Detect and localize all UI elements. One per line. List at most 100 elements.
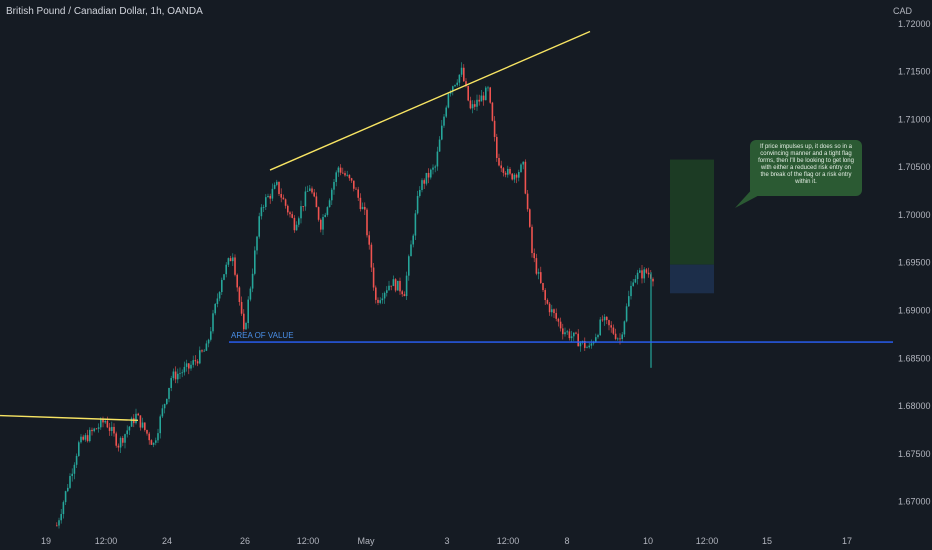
candle-body — [588, 345, 590, 348]
candle-body — [225, 264, 227, 275]
candle-body — [498, 157, 500, 166]
x-tick-label: 26 — [240, 536, 250, 546]
candle-body — [595, 337, 597, 343]
candle-body — [405, 275, 408, 297]
area-of-value-label: AREA OF VALUE — [231, 331, 294, 340]
candle-body — [269, 195, 271, 199]
candle-body — [141, 422, 144, 428]
candle-body — [249, 288, 252, 300]
candle-body — [423, 180, 425, 184]
candle-body — [137, 413, 139, 416]
candle-body — [379, 300, 381, 303]
candle-body — [172, 371, 175, 379]
candle-body — [152, 442, 155, 445]
candle-body — [161, 408, 164, 417]
candle-body — [443, 116, 445, 126]
candle-body — [221, 279, 223, 293]
candle-body — [278, 181, 280, 195]
candle-body — [381, 298, 384, 301]
candle-body — [144, 422, 146, 430]
candle-body — [324, 214, 326, 217]
candle-body — [386, 290, 388, 293]
x-tick-label: 12:00 — [497, 536, 520, 546]
candle-body — [520, 164, 522, 173]
candle-body — [348, 174, 351, 179]
candle-body — [480, 95, 483, 102]
x-tick-label: 8 — [564, 536, 569, 546]
candle-body — [496, 136, 498, 158]
candle-body — [216, 298, 219, 304]
candle-body — [392, 279, 395, 287]
y-tick-label: 1.72000 — [898, 19, 931, 29]
candle-body — [509, 168, 511, 174]
candle-body — [555, 313, 557, 319]
candle-body — [482, 95, 485, 101]
candle-body — [590, 343, 593, 346]
chart-title: British Pound / Canadian Dollar, 1h, OAN… — [6, 6, 203, 17]
y-axis: 1.72000 1.71500 1.71000 1.70500 1.70000 1.695… — [898, 19, 931, 507]
candle-body — [128, 426, 131, 431]
candle-body — [300, 206, 302, 219]
candle-body — [419, 190, 421, 196]
y-tick-label: 1.67000 — [898, 497, 931, 507]
candle-body — [236, 274, 238, 288]
candle-body — [201, 350, 203, 352]
candle-body — [240, 301, 243, 314]
lower-trendline — [0, 414, 139, 422]
trade-plan-callout: If price impulses up, it does so in a co… — [750, 140, 862, 196]
candle-body — [317, 207, 320, 220]
candle-body — [102, 419, 104, 423]
candle-body — [515, 174, 518, 178]
x-tick-label: May — [357, 536, 375, 546]
candle-body — [610, 325, 612, 328]
candle-body — [533, 253, 535, 259]
candle-body — [623, 321, 626, 335]
candle-body — [337, 167, 340, 173]
candle-body — [489, 87, 491, 103]
candle-body — [346, 174, 348, 176]
candle-body — [229, 258, 232, 262]
candle-body — [500, 165, 502, 169]
candle-body — [454, 84, 456, 87]
candle-body — [456, 82, 458, 85]
x-tick-label: 10 — [643, 536, 653, 546]
candle-body — [64, 491, 67, 503]
candle-body — [177, 373, 179, 380]
x-tick-label: 12:00 — [297, 536, 320, 546]
candle-body — [606, 316, 608, 321]
candle-body — [377, 299, 379, 303]
candle-body — [126, 430, 128, 435]
candle-body — [641, 270, 643, 279]
candle-body — [372, 267, 375, 288]
candle-body — [304, 191, 307, 207]
candle-body — [636, 272, 639, 280]
candle-body — [559, 321, 562, 329]
candle-body — [487, 87, 489, 89]
stop-zone[interactable] — [670, 264, 714, 294]
candle-body — [84, 435, 87, 440]
candle-body — [577, 333, 579, 347]
candle-body — [601, 319, 604, 321]
y-tick-label: 1.69500 — [898, 258, 931, 268]
candle-body — [592, 342, 595, 344]
candle-body — [194, 360, 197, 362]
candle-body — [434, 166, 436, 168]
candle-body — [117, 445, 120, 448]
candle-body — [491, 102, 494, 121]
target-zone[interactable] — [670, 159, 714, 265]
y-tick-label: 1.70500 — [898, 162, 931, 172]
candle-body — [557, 318, 560, 322]
candle-body — [155, 440, 157, 443]
candle-body — [73, 464, 76, 474]
candle-body — [566, 331, 568, 333]
candle-body — [271, 188, 274, 199]
candle-body — [168, 387, 170, 399]
candle-body — [245, 322, 247, 330]
candle-body — [518, 172, 520, 178]
candle-body — [339, 167, 342, 173]
candle-body — [645, 269, 648, 273]
candle-body — [289, 212, 291, 215]
candle-body — [416, 195, 419, 214]
candle-body — [388, 285, 390, 291]
